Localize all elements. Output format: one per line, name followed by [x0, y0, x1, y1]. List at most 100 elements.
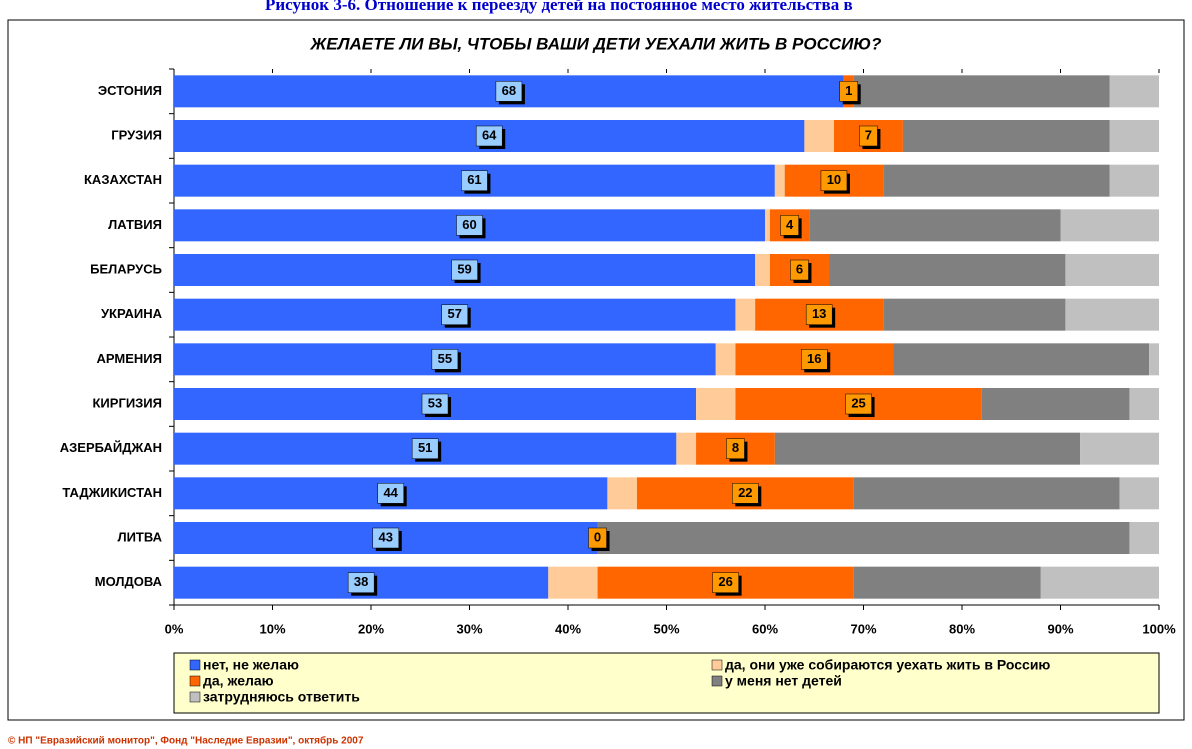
label-box: [726, 438, 745, 459]
label-box: [461, 170, 488, 191]
legend-swatch: [711, 659, 723, 671]
y-tick-label: ЭСТОНИЯ: [98, 83, 162, 98]
data-label: 1: [845, 83, 852, 98]
bar-segment: [696, 388, 736, 420]
label-box: [441, 304, 468, 325]
data-label: 13: [812, 306, 826, 321]
bar-segment: [1119, 477, 1159, 510]
label-box: [495, 81, 523, 102]
label-box: [456, 215, 483, 236]
label-box: [372, 527, 400, 549]
x-tick-label: 0%: [165, 621, 184, 636]
bar-segment: [774, 164, 785, 197]
bar-segment: [1060, 209, 1159, 242]
label-box: [805, 304, 833, 325]
y-tick-label: АЗЕРБАЙДЖАН: [60, 440, 162, 455]
legend-label: нет, не желаю: [203, 657, 299, 673]
data-label: 7: [865, 127, 872, 142]
bar-segment: [893, 343, 1150, 376]
data-label: 64: [482, 127, 497, 142]
data-label: 68: [502, 83, 516, 98]
bar-segment: [853, 566, 1041, 599]
label-box: [780, 215, 799, 236]
bar-segment: [1065, 254, 1159, 286]
x-tick-label: 20%: [358, 621, 384, 636]
label-box: [845, 393, 872, 415]
y-tick-label: ГРУЗИЯ: [111, 127, 162, 142]
label-box: [377, 483, 404, 504]
bar-segment: [883, 164, 1110, 197]
data-label: 51: [418, 440, 432, 455]
label-box: [411, 438, 439, 459]
bar-segment: [735, 298, 756, 331]
data-label: 55: [438, 351, 452, 366]
legend-label: у меня нет детей: [725, 673, 842, 689]
data-label: 22: [738, 485, 752, 500]
label-box: [839, 81, 858, 102]
legend-swatch: [189, 659, 201, 671]
bar-segment: [853, 477, 1120, 510]
label-box: [588, 527, 607, 549]
legend-box: [173, 652, 1160, 714]
data-label: 6: [796, 261, 803, 276]
bar-segment: [676, 432, 697, 465]
x-tick-label: 50%: [653, 621, 679, 636]
x-tick-label: 100%: [1142, 621, 1176, 636]
y-tick-label: КАЗАХСТАН: [84, 172, 162, 187]
bar-segment: [548, 566, 598, 599]
bar-segment: [981, 388, 1130, 420]
data-label: 57: [447, 306, 461, 321]
bar-segment: [809, 209, 1061, 242]
data-label: 16: [807, 351, 821, 366]
bar-segment: [1040, 566, 1159, 599]
legend-swatch: [711, 675, 723, 687]
label-box: [820, 170, 848, 191]
y-tick-label: АРМЕНИЯ: [97, 351, 162, 366]
data-label: 0: [594, 529, 601, 544]
bar-segment: [774, 432, 1081, 465]
bar-segment: [1129, 388, 1159, 420]
x-tick-label: 80%: [949, 621, 975, 636]
label-box: [347, 572, 375, 593]
source: © НП "Евразийский монитор", Фонд "Наслед…: [8, 735, 364, 747]
legend-swatch: [189, 691, 201, 703]
bar-segment: [1129, 522, 1159, 554]
bar-segment: [715, 343, 736, 376]
legend-swatch: [189, 675, 201, 687]
bar-segment: [765, 209, 770, 242]
page-title: Рисунок 3-6. Отношение к переезду детей …: [265, 0, 853, 14]
bar-segment: [829, 254, 1066, 286]
x-tick-label: 70%: [850, 621, 876, 636]
label-box: [790, 259, 809, 281]
data-label: 4: [786, 217, 794, 232]
y-tick-label: КИРГИЗИЯ: [93, 395, 163, 410]
bar-segment: [804, 120, 834, 152]
x-tick-label: 30%: [456, 621, 482, 636]
x-tick-label: 40%: [555, 621, 581, 636]
chart-title: ЖЕЛАЕТЕ ЛИ ВЫ, ЧТОБЫ ВАШИ ДЕТИ УЕХАЛИ ЖИ…: [310, 34, 883, 53]
label-box: [475, 125, 503, 147]
bar-segment: [1080, 432, 1159, 465]
y-tick-label: УКРАИНА: [101, 306, 163, 321]
bar-segment: [883, 298, 1066, 331]
data-label: 38: [354, 574, 368, 589]
x-tick-label: 90%: [1047, 621, 1073, 636]
label-box: [451, 259, 478, 281]
bar-segment: [755, 254, 770, 286]
data-label: 60: [462, 217, 476, 232]
bar-segment: [1109, 164, 1159, 197]
label-box: [431, 349, 459, 370]
y-tick-label: ЛИТВА: [117, 529, 162, 544]
data-label: 25: [851, 395, 865, 410]
data-label: 44: [383, 485, 398, 500]
label-box: [859, 125, 878, 147]
data-label: 43: [379, 529, 393, 544]
bar-segment: [597, 522, 1130, 554]
data-label: 26: [718, 574, 732, 589]
bar-segment: [902, 120, 1110, 152]
label-box: [732, 483, 759, 504]
label-box: [421, 393, 449, 415]
y-tick-label: МОЛДОВА: [95, 574, 163, 589]
y-tick-label: ТАДЖИКИСТАН: [62, 485, 162, 500]
